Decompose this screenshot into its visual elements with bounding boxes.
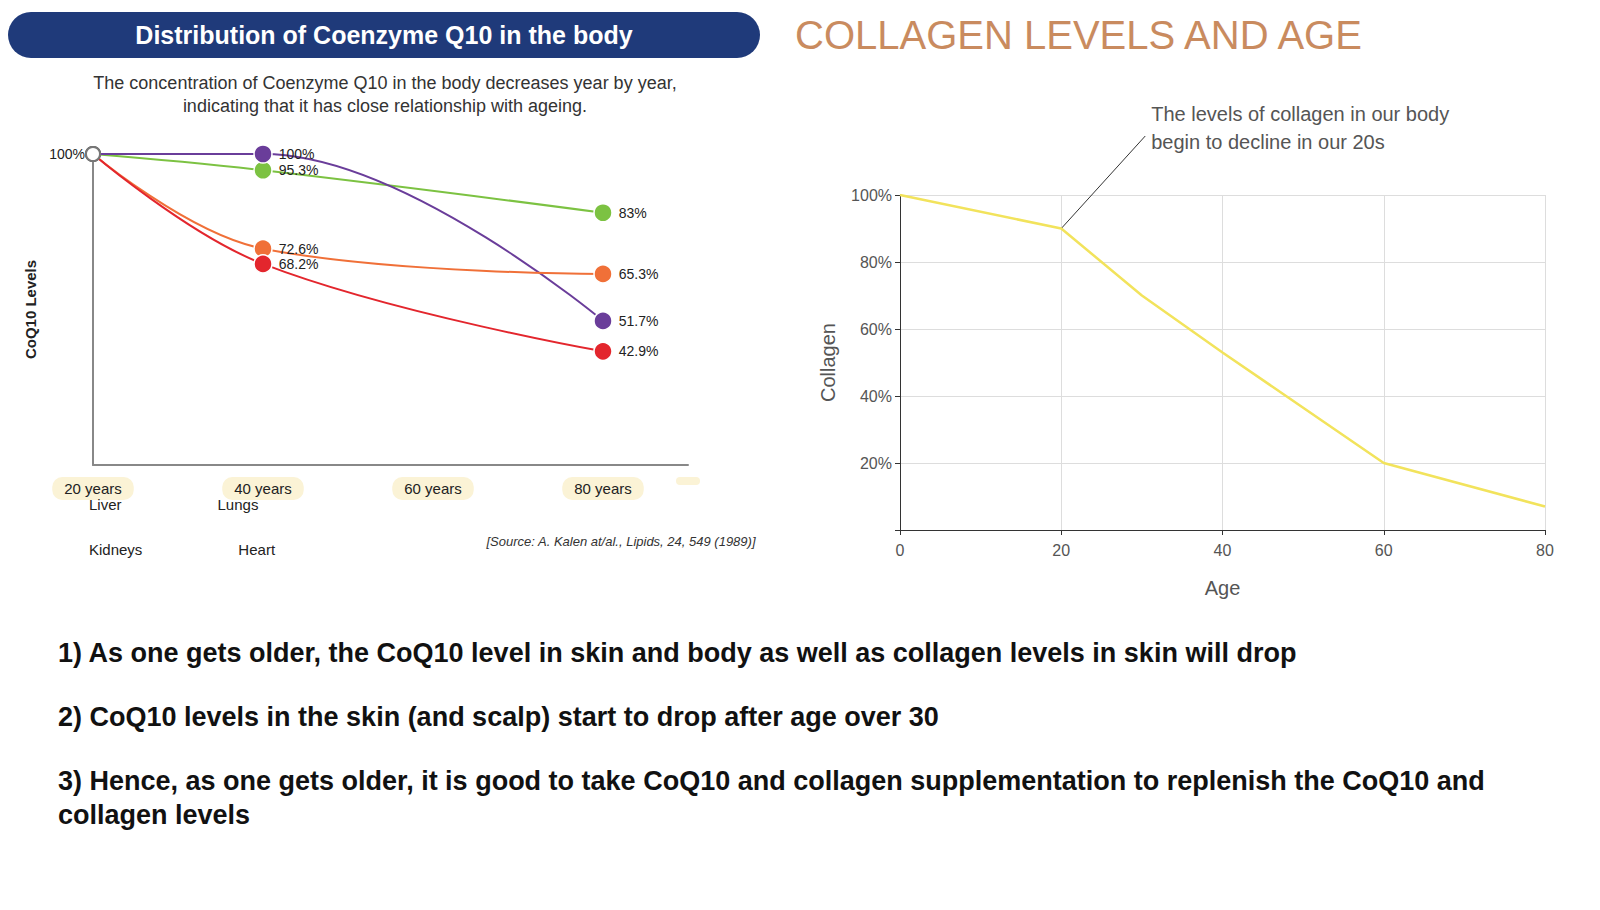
svg-text:COLLAGEN LEVELS AND AGE: COLLAGEN LEVELS AND AGE [795,13,1362,57]
svg-text:83%: 83% [619,205,647,221]
svg-text:Kidneys: Kidneys [89,541,142,558]
svg-text:begin to decline in our 20s: begin to decline in our 20s [1151,131,1385,153]
svg-text:Liver: Liver [89,496,122,513]
svg-text:Heart: Heart [238,541,276,558]
html-text:3) Hence, as one gets older, i: 3) Hence, as one gets older, it is good … [58,766,1485,830]
svg-text:100%: 100% [279,146,315,162]
svg-text:20: 20 [1052,542,1070,559]
svg-text:68.2%: 68.2% [279,256,319,272]
svg-text:95.3%: 95.3% [279,162,319,178]
svg-text:80 years: 80 years [574,480,632,497]
svg-text:60: 60 [1375,542,1393,559]
svg-text:40: 40 [1214,542,1232,559]
svg-text:Lungs: Lungs [218,496,259,513]
svg-text:CoQ10 Levels: CoQ10 Levels [22,260,39,359]
html-text:The concentration of Coenzyme: The concentration of Coenzyme Q10 in the… [93,73,677,116]
svg-text:100%: 100% [49,146,85,162]
svg-text:80%: 80% [860,254,892,271]
svg-text:40 years: 40 years [234,480,292,497]
svg-text:0: 0 [896,542,905,559]
svg-text:20%: 20% [860,455,892,472]
svg-text:65.3%: 65.3% [619,266,659,282]
svg-text:40%: 40% [860,388,892,405]
svg-text:51.7%: 51.7% [619,313,659,329]
html-text:1) As one gets older, the CoQ1: 1) As one gets older, the CoQ10 level in… [58,638,1297,668]
svg-text:80: 80 [1536,542,1554,559]
svg-text:Collagen: Collagen [817,323,839,402]
svg-text:42.9%: 42.9% [619,343,659,359]
html-text:Distribution of Coenzyme Q10 i: Distribution of Coenzyme Q10 in the body [135,21,633,49]
svg-text:Age: Age [1205,577,1241,599]
html-text:2) CoQ10 levels in the skin (a: 2) CoQ10 levels in the skin (and scalp) … [58,702,939,732]
svg-text:The levels of collagen in our: The levels of collagen in our body [1151,103,1455,125]
svg-text:[Source: A. Kalen at/al., Lipi: [Source: A. Kalen at/al., Lipids, 24, 54… [485,534,755,549]
svg-text:72.6%: 72.6% [279,241,319,257]
svg-text:60 years: 60 years [404,480,462,497]
svg-text:20 years: 20 years [64,480,122,497]
svg-text:100%: 100% [851,187,892,204]
svg-text:60%: 60% [860,321,892,338]
